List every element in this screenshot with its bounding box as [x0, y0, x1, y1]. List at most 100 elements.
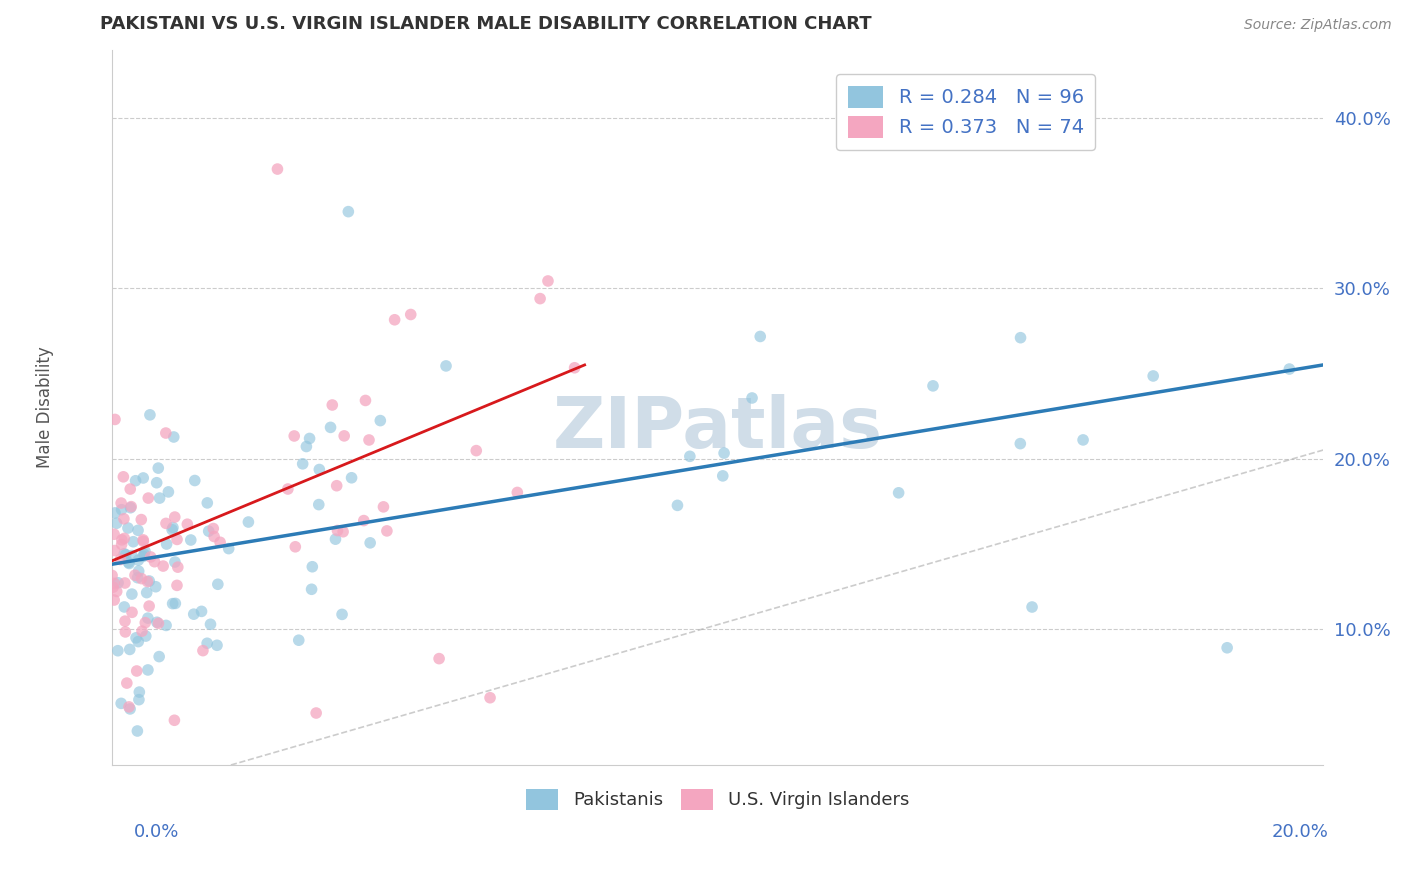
Point: [434, 359, 457, 373]
Point: [333, 429, 356, 443]
Point: [131, 624, 153, 639]
Point: [134, 615, 156, 630]
Point: [326, 524, 349, 538]
Point: [148, 616, 170, 631]
Point: [111, 533, 134, 547]
Point: [112, 470, 135, 484]
Point: [427, 651, 450, 665]
Point: [295, 440, 318, 454]
Text: PAKISTANI VS U.S. VIRGIN ISLANDER MALE DISABILITY CORRELATION CHART: PAKISTANI VS U.S. VIRGIN ISLANDER MALE D…: [100, 15, 872, 33]
Point: [138, 574, 160, 588]
Point: [1142, 368, 1164, 383]
Point: [291, 457, 314, 471]
Point: [110, 697, 132, 711]
Point: [143, 555, 166, 569]
Point: [139, 549, 162, 564]
Point: [713, 446, 735, 460]
Point: [1021, 600, 1043, 615]
Point: [384, 312, 406, 326]
Point: [118, 557, 141, 571]
Point: [1010, 436, 1032, 450]
Point: [105, 516, 128, 531]
Point: [134, 548, 156, 562]
Point: [127, 634, 149, 648]
Point: [132, 533, 155, 547]
Point: [121, 587, 143, 601]
Point: [537, 274, 560, 288]
Point: [101, 568, 124, 582]
Point: [124, 568, 146, 582]
Point: [114, 624, 136, 639]
Point: [129, 512, 152, 526]
Point: [136, 574, 159, 589]
Point: [111, 537, 134, 551]
Point: [155, 516, 177, 531]
Point: [112, 547, 135, 561]
Point: [134, 544, 156, 558]
Point: [1010, 331, 1032, 345]
Point: [101, 580, 124, 594]
Point: [353, 514, 375, 528]
Point: [209, 535, 232, 549]
Point: [218, 541, 240, 556]
Point: [103, 527, 125, 541]
Point: [156, 537, 179, 551]
Point: [308, 462, 330, 476]
Point: [155, 425, 177, 440]
Point: [191, 643, 214, 657]
Point: [166, 533, 188, 547]
Point: [117, 555, 139, 569]
Point: [103, 593, 125, 607]
Point: [1278, 362, 1301, 376]
Text: 20.0%: 20.0%: [1272, 822, 1329, 840]
Point: [283, 429, 305, 443]
Point: [305, 706, 328, 720]
Point: [176, 517, 198, 532]
Point: [319, 420, 342, 434]
Point: [202, 529, 225, 543]
Point: [166, 578, 188, 592]
Point: [110, 552, 132, 566]
Point: [104, 506, 127, 520]
Point: [145, 475, 167, 490]
Point: [354, 393, 377, 408]
Point: [148, 461, 170, 475]
Point: [114, 548, 136, 562]
Point: [163, 713, 186, 727]
Point: [711, 468, 734, 483]
Point: [301, 582, 323, 597]
Point: [205, 638, 228, 652]
Point: [325, 532, 347, 546]
Point: [118, 699, 141, 714]
Text: Male Disability: Male Disability: [37, 347, 55, 468]
Point: [284, 540, 307, 554]
Point: [183, 607, 205, 622]
Point: [195, 496, 218, 510]
Point: [132, 549, 155, 564]
Legend: Pakistanis, U.S. Virgin Islanders: Pakistanis, U.S. Virgin Islanders: [519, 781, 917, 817]
Point: [321, 398, 343, 412]
Point: [103, 576, 125, 591]
Point: [1071, 433, 1094, 447]
Point: [135, 585, 157, 599]
Point: [287, 633, 309, 648]
Point: [207, 577, 229, 591]
Point: [125, 664, 148, 678]
Point: [105, 584, 128, 599]
Point: [337, 204, 360, 219]
Point: [107, 644, 129, 658]
Point: [741, 391, 763, 405]
Point: [357, 433, 380, 447]
Point: [277, 482, 299, 496]
Point: [529, 292, 551, 306]
Point: [679, 450, 702, 464]
Point: [128, 685, 150, 699]
Point: [195, 636, 218, 650]
Point: [163, 555, 186, 569]
Point: [373, 500, 395, 514]
Point: [190, 604, 212, 618]
Point: [160, 523, 183, 537]
Point: [114, 614, 136, 628]
Point: [120, 500, 142, 514]
Point: [162, 597, 184, 611]
